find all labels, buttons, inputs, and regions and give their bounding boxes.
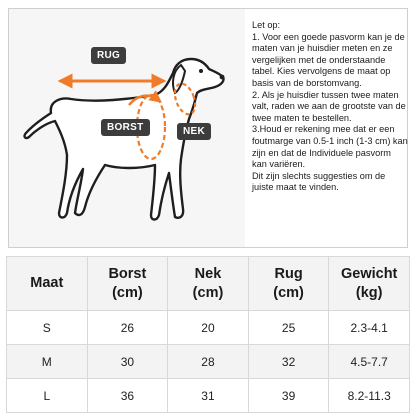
column-header-neck: Nek (cm) [167,256,249,311]
cell-back: 32 [247,344,330,379]
chest-label: BORST [101,119,150,136]
cell-neck: 28 [167,344,249,379]
column-header-size: Maat [6,256,88,311]
size-chart-table: Maat Borst (cm) Nek (cm) Rug (cm) Gewicht (k… [6,256,410,413]
cell-size: S [6,310,88,345]
back-label: RUG [91,47,127,64]
notes-heading: Let op: [252,20,281,30]
cell-weight: 4.5-7.7 [328,344,410,379]
column-header-back: Rug (cm) [247,256,330,311]
column-header-chest: Borst (cm) [86,256,169,311]
cell-weight: 8.2-11.3 [328,378,410,413]
table-row: L 36 31 39 8.2-11.3 [6,378,410,413]
sizing-notes: Let op: 1. Voor een goede pasvorm kan je… [252,20,408,194]
column-header-weight: Gewicht (kg) [328,256,410,311]
note-item: Dit zijn slechts suggesties om de juiste… [252,170,386,193]
dog-illustration: RUG BORST NEK [9,9,245,247]
cell-neck: 20 [167,310,249,345]
cell-neck: 31 [167,378,249,413]
table-row: S 26 20 25 2.3-4.1 [6,310,410,345]
table-header-row: Maat Borst (cm) Nek (cm) Rug (cm) Gewicht (k… [6,256,410,311]
note-item: 1. Voor een goede pasvorm kan je de mate… [252,31,405,88]
note-item: 2. Als je huisdier tussen twee maten val… [252,89,406,123]
cell-back: 25 [247,310,330,345]
neck-label: NEK [177,123,212,140]
cell-chest: 36 [86,378,169,413]
table-row: M 30 28 32 4.5-7.7 [6,344,410,379]
cell-back: 39 [247,378,330,413]
note-item: 3.Houd er rekening mee dat er een foutma… [252,124,408,170]
cell-size: L [6,378,88,413]
cell-chest: 30 [86,344,169,379]
cell-chest: 26 [86,310,169,345]
cell-weight: 2.3-4.1 [328,310,410,345]
cell-size: M [6,344,88,379]
